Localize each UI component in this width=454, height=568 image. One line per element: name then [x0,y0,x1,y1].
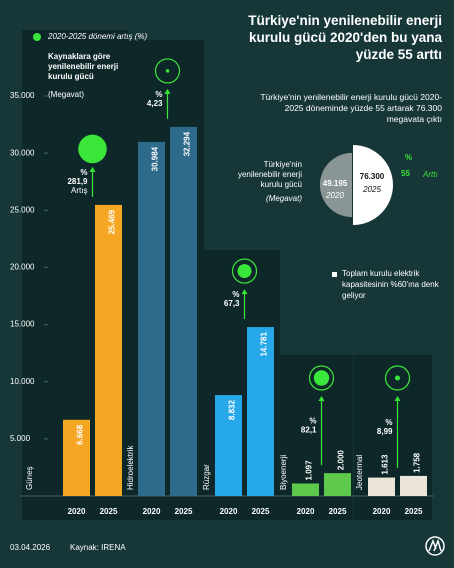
summary-value: 49.195 [323,179,348,188]
value-label: 1.613 [381,454,390,475]
arrow-head [164,88,171,94]
y-tick-label: 25.000 [10,205,35,214]
growth-bubble [313,370,330,386]
bar [400,475,427,496]
growth-label: 67,3 [224,299,240,308]
category-label: Jeotermal [355,455,364,490]
arrow-head [318,396,325,401]
growth-label: 82,1 [301,426,317,435]
y-tick-label: 30.000 [10,148,35,157]
growth-bubble [165,69,170,73]
x-tick-label: 2020 [68,507,86,516]
bar [215,395,242,496]
y-tick-label: 15.000 [10,320,35,329]
growth-prefix: % [232,290,239,299]
logo [425,536,445,556]
growth-label: 8,99 [377,427,393,436]
summary-value: 76.300 [360,172,385,181]
x-tick-label: 2025 [329,507,347,516]
bar [292,483,319,496]
note-bullet [332,272,337,277]
value-label: 8.832 [228,400,237,421]
legend-dot [33,33,41,41]
y-tick-label: 35.000 [10,91,35,100]
bar [170,126,197,496]
y-axis-title: Kaynaklara göre yenilenebilir enerji kur… [48,52,119,81]
summary-year: 2025 [362,185,381,194]
growth-word: Artış [71,186,87,195]
subtitle: Türkiye'nin yenilenebilir enerji kurulu … [260,92,442,124]
summary-label: Türkiye'nin yenilenebilir enerji kurulu … [237,160,302,189]
bar [63,419,90,496]
value-label: 2.000 [337,450,346,471]
arrow-head [89,166,96,172]
growth-prefix: % [309,417,316,426]
summary-growth-prefix: % [405,153,412,162]
x-tick-label: 2025 [175,507,193,516]
date: 03.04.2026 [10,543,51,552]
category-label: Hidroelektrik [126,445,135,490]
value-label: 14.781 [260,332,269,357]
category-label: Rüzgar [202,464,211,490]
growth-bubble [78,134,107,164]
growth-prefix: % [155,90,162,99]
source: Kaynak: IRENA [70,543,126,552]
bar [368,477,395,496]
x-tick-label: 2020 [220,507,238,516]
value-label: 32.294 [183,131,192,156]
bar [95,204,122,496]
value-label: 6.668 [76,424,85,445]
logo-mark [428,538,442,552]
growth-label: 4,23 [147,99,163,108]
note: Toplam kurulu elektrik kapasitesinin %60… [342,269,439,300]
x-tick-label: 2020 [143,507,161,516]
value-label: 25.469 [108,209,117,234]
x-tick-label: 2025 [405,507,423,516]
category-label: Güneş [25,466,34,490]
legend-label: 2020-2025 dönemi artış (%) [48,32,148,41]
growth-ring [154,58,181,84]
x-tick-label: 2025 [100,507,118,516]
x-tick-label: 2020 [373,507,391,516]
bar [247,327,274,496]
arrow-head [241,289,248,295]
chart-title: Türkiye'nin yenilenebilir enerji kurulu … [248,13,442,62]
summary-unit: (Megavat) [265,194,302,203]
growth-ring [231,258,258,284]
value-label: 30.984 [151,146,160,171]
category-label: Biyoenerji [279,455,288,490]
summary-growth-word: Arttı [422,170,438,179]
growth-label: 281,9 [67,177,88,186]
bar [324,473,351,496]
growth-ring [308,365,335,391]
y-axis-unit: (Megavat) [48,90,85,99]
growth-bubble [394,375,401,381]
bar [138,141,165,496]
y-tick-label: 10.000 [10,377,35,386]
summary-2020 [319,152,352,218]
growth-prefix: % [385,418,392,427]
summary-growth: 55 [401,169,410,178]
value-label: 1.097 [305,460,314,481]
arrow-head [394,396,401,401]
summary-year: 2020 [325,191,344,200]
x-tick-label: 2025 [252,507,270,516]
growth-prefix: % [80,168,87,177]
summary-2025 [353,145,393,225]
y-tick-label: 20.000 [10,263,35,272]
growth-bubble [237,264,252,279]
y-tick-label: 5.000 [10,434,31,443]
value-label: 1.758 [413,452,422,473]
x-tick-label: 2020 [297,507,315,516]
growth-ring [384,365,411,391]
